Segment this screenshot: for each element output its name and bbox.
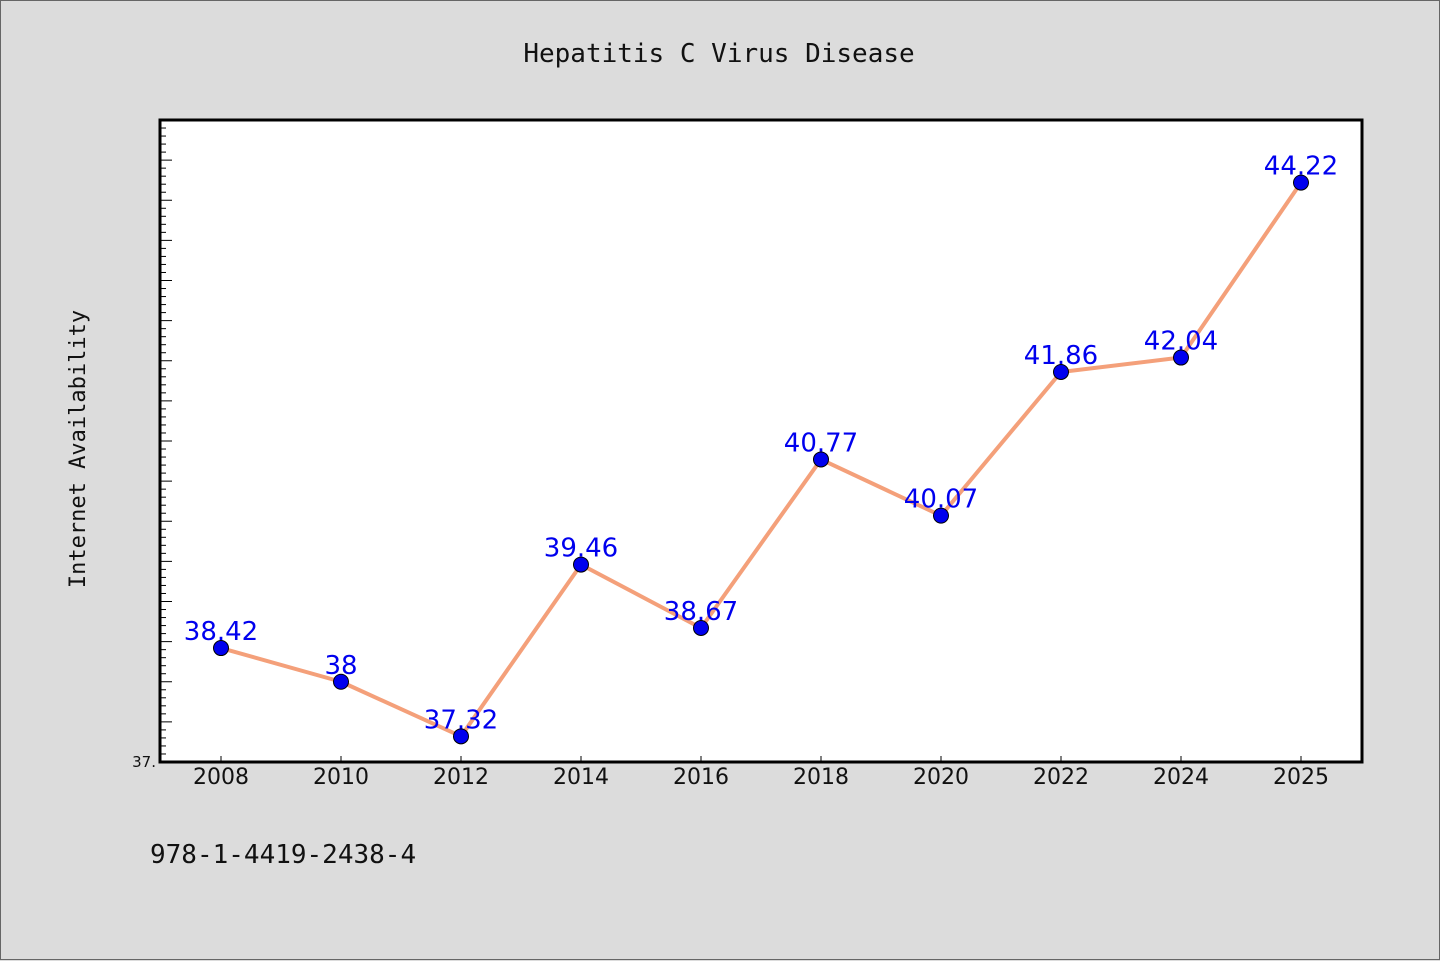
data-labels: 38.42 38 37.32 39.46 38.67 40.77 40.07 41.86 42.… xyxy=(184,152,1338,736)
x-tick-label: 2024 xyxy=(1153,765,1209,790)
series-line xyxy=(219,180,1303,739)
isbn-text: 978-1-4419-2438-4 xyxy=(150,840,416,870)
x-tick-label: 2010 xyxy=(313,765,369,790)
data-label: 38 xyxy=(324,651,357,681)
data-label: 41.86 xyxy=(1024,341,1098,371)
x-tick-label: 2022 xyxy=(1033,765,1089,790)
data-label: 40.77 xyxy=(784,428,858,458)
data-point xyxy=(813,451,829,468)
data-point xyxy=(693,619,709,636)
data-point xyxy=(1053,363,1069,380)
data-label: 38.42 xyxy=(184,617,258,647)
data-point xyxy=(933,507,949,524)
data-points xyxy=(213,174,1309,745)
x-tick-label: 2020 xyxy=(913,765,969,790)
x-tick-label: 2012 xyxy=(433,765,489,790)
y-axis-ticks xyxy=(160,119,172,755)
plot-area xyxy=(158,118,1364,764)
x-tick-label: 2014 xyxy=(553,765,609,790)
data-label: 37.32 xyxy=(424,705,498,735)
chart-title: Hepatitis C Virus Disease xyxy=(523,39,914,69)
y-tick-label: 37. xyxy=(132,753,156,771)
x-tick-label: 2016 xyxy=(673,765,729,790)
data-label: 42.04 xyxy=(1144,327,1218,357)
data-label: 44.22 xyxy=(1264,152,1338,182)
y-axis-label: Internet Availability xyxy=(66,310,91,588)
data-point xyxy=(1293,174,1309,191)
data-point xyxy=(333,673,349,690)
data-point xyxy=(213,640,229,657)
x-tick-label: 2025 xyxy=(1273,765,1329,790)
x-tick-label: 2018 xyxy=(793,765,849,790)
data-label: 38.67 xyxy=(664,597,738,627)
data-point xyxy=(573,556,589,573)
data-point xyxy=(1173,349,1189,366)
data-point xyxy=(453,728,469,745)
x-axis: 2008 2010 2012 2014 2016 2018 2020 2022 2024 2025 xyxy=(193,756,1329,790)
data-label: 40.07 xyxy=(904,485,978,515)
x-tick-label: 2008 xyxy=(193,765,249,790)
data-label: 39.46 xyxy=(544,534,618,564)
